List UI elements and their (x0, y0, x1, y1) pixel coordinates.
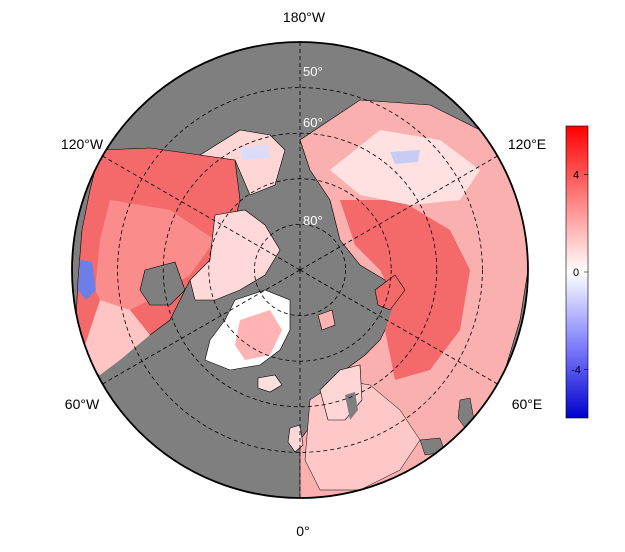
colorbar-tick-label: 0 (573, 267, 579, 279)
lat-label-50: 50° (303, 64, 323, 79)
svalbard (317, 309, 336, 331)
east-siberia (330, 130, 480, 205)
canada-interior (95, 200, 215, 320)
lon-label-0: 0° (296, 523, 309, 539)
graticule (102, 42, 498, 498)
canada-east (80, 300, 150, 375)
map-boundary (71, 41, 529, 499)
latitude-labels: 50° 60° 80° (303, 64, 323, 228)
hudson-bay (139, 261, 186, 306)
greenland-center (235, 310, 282, 360)
lon-label-180w: 180°W (283, 9, 326, 25)
lon-label-120w: 120°W (61, 136, 104, 152)
meridian-60 (102, 269, 301, 385)
lon-label-60w: 60°W (65, 396, 100, 412)
canadian-archipelago (189, 209, 281, 301)
colorbar: 4 0 -4 (565, 125, 589, 419)
meridian-120 (102, 155, 301, 271)
east-asia-blue (390, 150, 420, 164)
meridian-240 (299, 155, 498, 271)
alaska-blue-patch (240, 145, 270, 160)
colorbar-tick-label: 4 (573, 170, 579, 182)
iceland (257, 374, 283, 393)
colorbar-tick-label: -4 (571, 364, 581, 376)
pacific-west-anomaly (78, 260, 96, 300)
lon-label-120e: 120°E (508, 136, 546, 152)
colorbar-ticks: 4 0 -4 (571, 170, 588, 376)
meridian-300 (299, 269, 498, 385)
latitude-circle-50 (117, 87, 483, 453)
british-isles (287, 424, 304, 453)
novaya-zemlya (374, 274, 406, 311)
lon-label-60e: 60°E (512, 396, 543, 412)
lat-label-60: 60° (303, 115, 323, 130)
longitude-labels: 180°W 120°W 120°E 60°W 60°E 0° (61, 9, 546, 539)
baltic-sea (345, 392, 358, 420)
map-disk (72, 42, 528, 498)
lat-label-80: 80° (303, 213, 323, 228)
